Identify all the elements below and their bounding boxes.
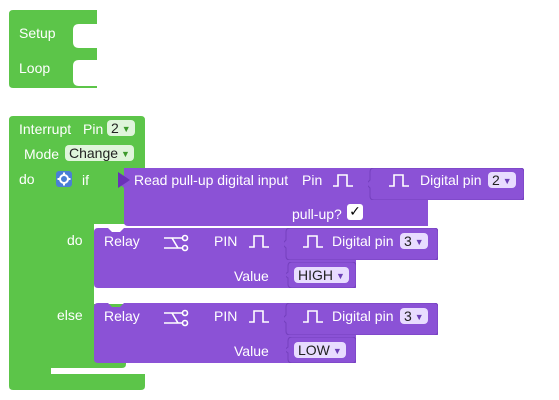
pullup-checkbox[interactable]: ✓	[347, 204, 363, 220]
chevron-down-icon: ▼	[121, 124, 131, 134]
read-digital-pin-dropdown[interactable]: 2 ▼	[488, 172, 516, 188]
relay-do-value-label: Value	[234, 268, 269, 284]
pulse-icon	[249, 235, 269, 248]
relay-do-value-dropdown[interactable]: HIGH ▼	[294, 267, 349, 283]
pulse-icon	[249, 310, 269, 323]
interrupt-pin-label: Pin	[83, 121, 104, 137]
if-do-label: do	[67, 232, 83, 248]
chevron-down-icon: ▼	[414, 237, 424, 247]
relay-icon	[164, 234, 189, 252]
if-label: if	[82, 172, 89, 188]
relay-do-value-block[interactable]: HIGH ▼	[286, 262, 356, 288]
pulse-icon	[333, 174, 353, 187]
chevron-down-icon: ▼	[336, 271, 345, 281]
relay-do-pin-label: PIN	[214, 233, 238, 249]
setup-label: Setup	[19, 25, 56, 41]
relay-do-digital-pin-block[interactable]: Digital pin 3 ▼	[284, 228, 438, 260]
setup-block[interactable]: Setup Loop	[9, 10, 99, 88]
chevron-down-icon: ▼	[332, 346, 342, 356]
relay-do-digital-pin-label: Digital pin	[332, 233, 394, 249]
relay-else-pin-label: PIN	[214, 308, 238, 324]
relay-else-value-dropdown[interactable]: LOW ▼	[294, 342, 346, 358]
loop-label: Loop	[19, 60, 51, 76]
relay-do-digital-pin-dropdown[interactable]: 3 ▼	[400, 233, 428, 249]
relay-else-digital-pin-dropdown[interactable]: 3 ▼	[400, 308, 428, 324]
relay-else-label: Relay	[104, 308, 140, 324]
chevron-down-icon: ▼	[502, 176, 512, 186]
relay-icon	[164, 309, 189, 327]
pulse-icon	[389, 174, 409, 187]
interrupt-pin-dropdown[interactable]: 2 ▼	[107, 120, 135, 136]
interrupt-mode-label: Mode	[24, 146, 60, 162]
read-digital-pin-block[interactable]: Digital pin 2 ▼	[368, 168, 524, 200]
chevron-down-icon: ▼	[121, 149, 130, 159]
relay-else-digital-pin-label: Digital pin	[332, 308, 394, 324]
relay-else-value-block[interactable]: LOW ▼	[286, 337, 356, 363]
interrupt-title: Interrupt	[19, 121, 72, 137]
interrupt-do-label: do	[19, 171, 35, 187]
chevron-down-icon: ▼	[414, 312, 424, 322]
interrupt-mode-dropdown[interactable]: Change ▼	[65, 145, 134, 161]
gear-icon[interactable]	[56, 171, 72, 187]
pulse-icon	[303, 310, 323, 323]
if-else-label: else	[57, 307, 83, 323]
read-pin-label: Pin	[302, 172, 323, 188]
pulse-icon	[303, 235, 323, 248]
read-label: Read pull-up digital input	[134, 172, 289, 188]
relay-do-label: Relay	[104, 233, 140, 249]
read-pullup-label: pull-up?	[292, 206, 342, 222]
relay-else-digital-pin-block[interactable]: Digital pin 3 ▼	[284, 303, 438, 335]
read-digital-pin-label: Digital pin	[420, 172, 482, 188]
relay-else-value-label: Value	[234, 343, 269, 359]
interrupt-block[interactable]: Interrupt Pin 2 ▼ Mode Change ▼ do	[9, 116, 145, 390]
